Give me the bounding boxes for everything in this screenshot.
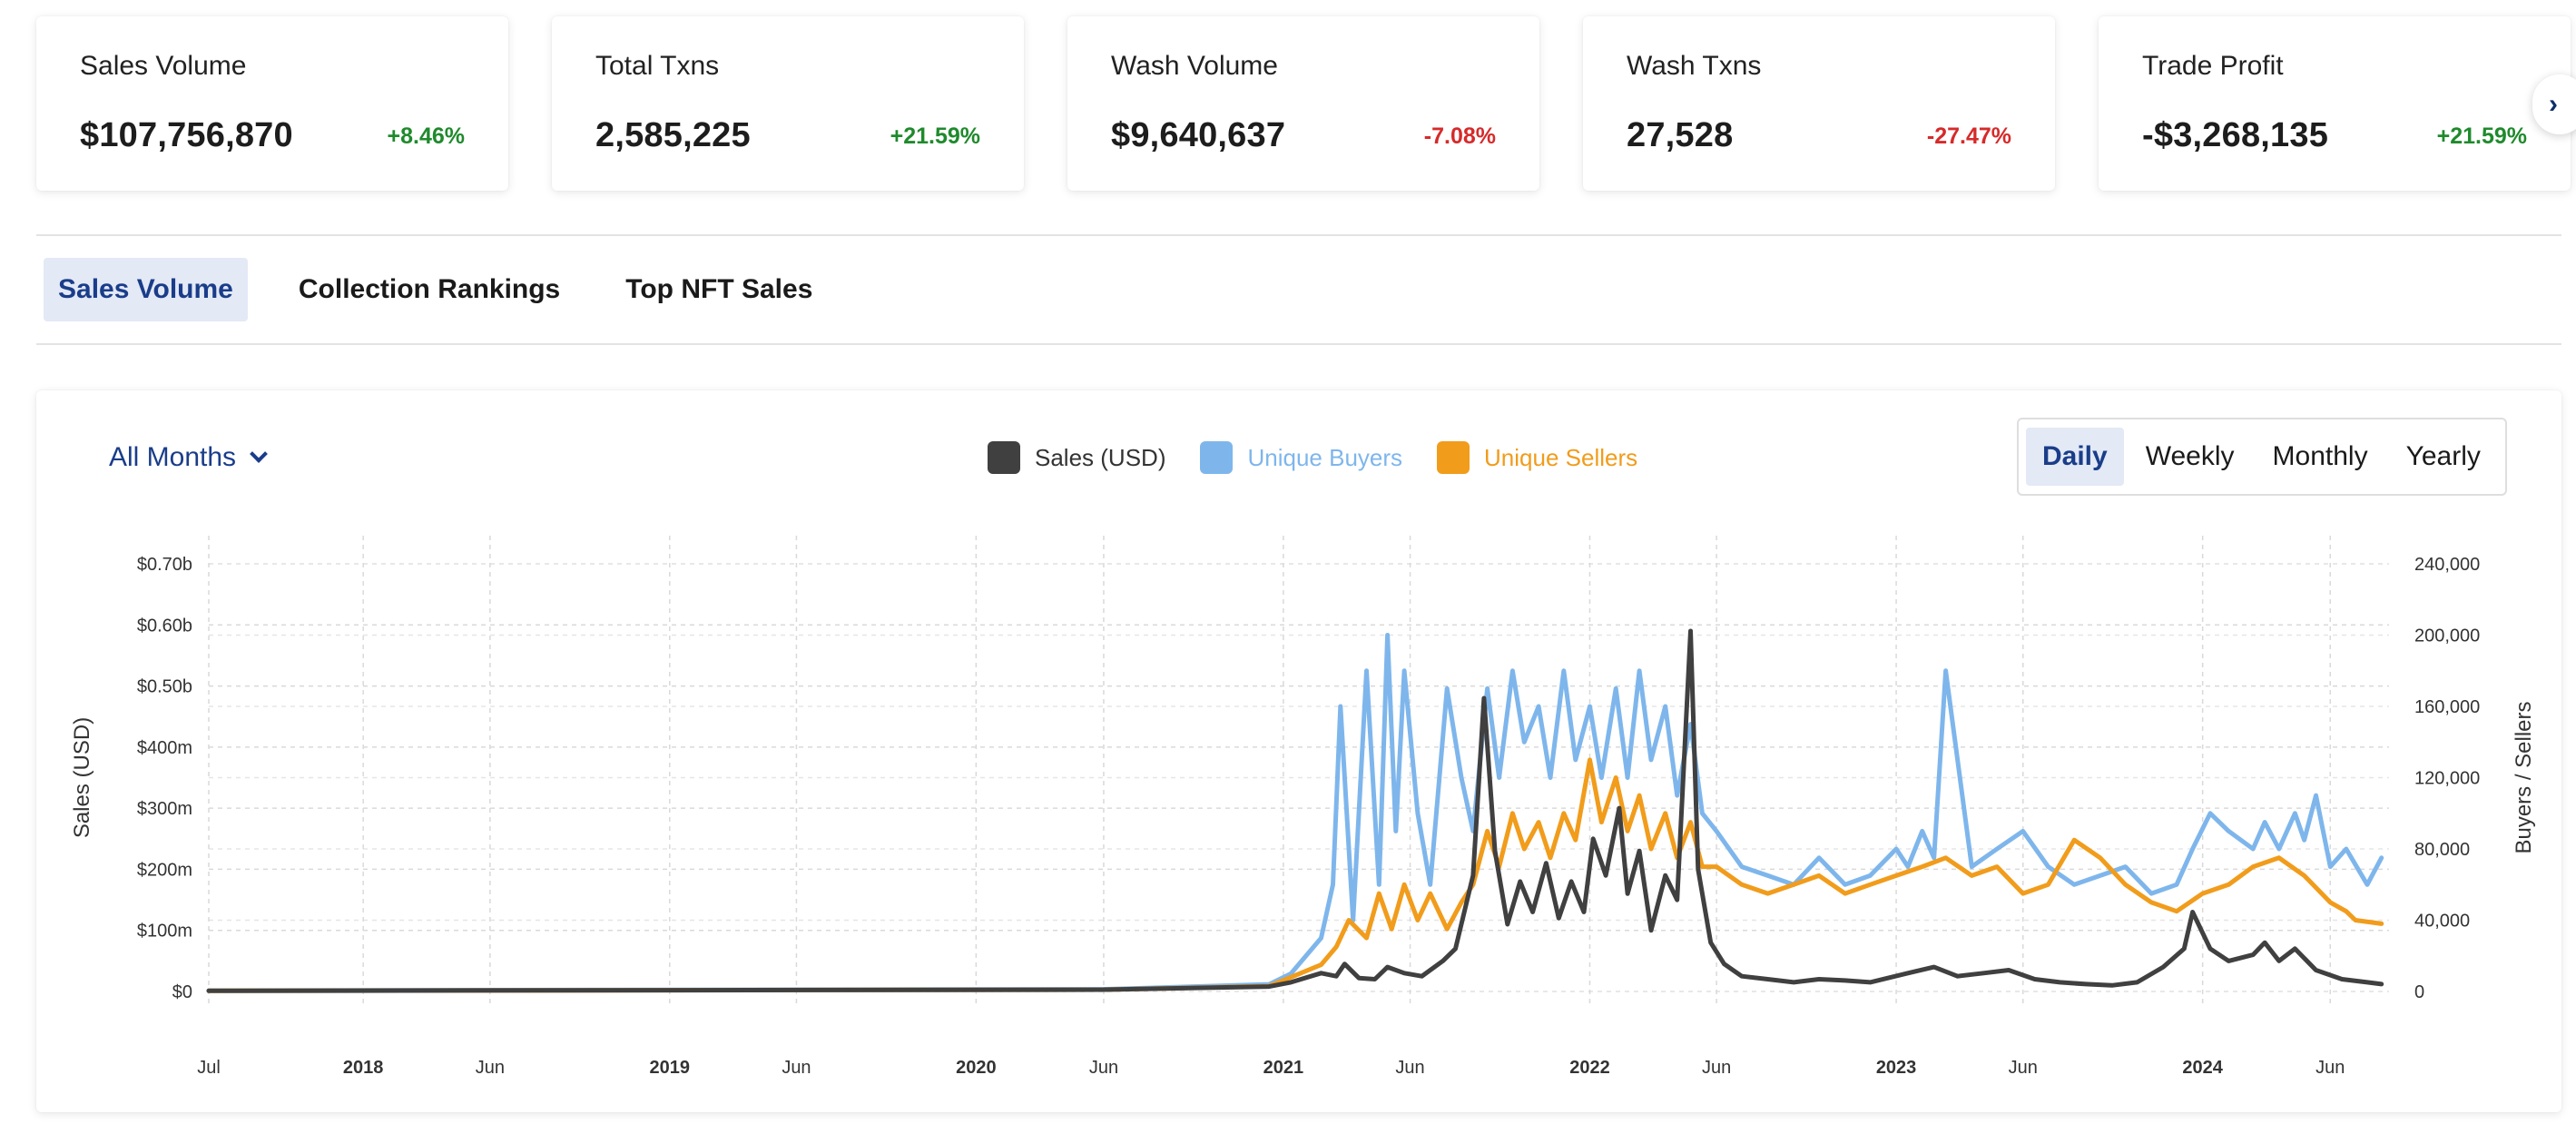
y2-tick-label: 0	[2414, 982, 2424, 1002]
stat-change: +21.59%	[2436, 123, 2527, 149]
legend-label-sellers: Unique Sellers	[1484, 443, 1638, 471]
y-tick-label: $200m	[137, 860, 192, 880]
stat-change: +21.59%	[890, 123, 980, 149]
x-tick-label: Jun	[1395, 1058, 1424, 1078]
stat-value: $107,756,870	[80, 116, 293, 154]
period-monthly-button[interactable]: Monthly	[2272, 441, 2368, 471]
stat-title: Wash Volume	[1111, 51, 1278, 81]
y-tick-label: $0.70b	[137, 555, 192, 575]
x-tick-label: Jun	[2315, 1058, 2345, 1078]
x-tick-label: 2020	[956, 1058, 997, 1078]
period-toggle: Daily Weekly Monthly Yearly	[2017, 418, 2507, 496]
x-tick-label: 2024	[2182, 1058, 2223, 1078]
month-filter-dropdown[interactable]: All Months	[109, 438, 268, 478]
x-tick-label: 2022	[1569, 1058, 1610, 1078]
tab-collection-rankings[interactable]: Collection Rankings	[298, 274, 561, 304]
y-tick-label: $100m	[137, 922, 192, 942]
y2-tick-label: 160,000	[2414, 697, 2480, 717]
stat-value: -$3,268,135	[2142, 116, 2329, 154]
sales-chart: $0 $100m $200m $300m $400m $0.50b $0.60b $0.70b…	[70, 536, 2536, 1078]
y-axis-title: Sales (USD)	[70, 717, 94, 838]
x-tick-label: Jun	[782, 1058, 811, 1078]
y2-tick-label: 200,000	[2414, 626, 2480, 646]
month-filter-label: All Months	[109, 442, 237, 472]
series-line-sales-usd	[206, 628, 2384, 993]
legend-label-sales: Sales (USD)	[1035, 443, 1166, 471]
stat-title: Sales Volume	[80, 51, 247, 81]
stat-title: Wash Txns	[1627, 51, 1762, 81]
x-tick-label: Jun	[1089, 1058, 1118, 1078]
y2-tick-label: 80,000	[2414, 840, 2470, 860]
stat-change: -7.08%	[1423, 123, 1496, 149]
chart-panel: All Months Sales (USD) Unique Buyers Uni…	[36, 390, 2561, 1112]
x-tick-label: Jul	[197, 1058, 221, 1078]
x-tick-label: 2021	[1263, 1058, 1304, 1078]
stat-card-wash-txns[interactable]: Wash Txns 27,528 -27.47%	[1583, 16, 2055, 191]
period-yearly-button[interactable]: Yearly	[2405, 441, 2481, 471]
x-tick-label: Jun	[2009, 1058, 2038, 1078]
y2-axis-title: Buyers / Sellers	[2512, 701, 2536, 853]
legend-item-buyers[interactable]: Unique Buyers	[1200, 441, 1402, 474]
tabs-top-divider	[36, 234, 2561, 236]
x-tick-label: 2023	[1876, 1058, 1917, 1078]
y-tick-label: $0.60b	[137, 616, 192, 636]
y-tick-label: $300m	[137, 799, 192, 819]
stat-change: -27.47%	[1926, 123, 2011, 149]
tabs-bottom-divider	[36, 343, 2561, 345]
stat-card-wash-volume[interactable]: Wash Volume $9,640,637 -7.08%	[1067, 16, 1539, 191]
legend-item-sales[interactable]: Sales (USD)	[988, 441, 1165, 474]
tab-sales-volume[interactable]: Sales Volume	[44, 258, 248, 321]
tab-bar: Sales Volume Collection Rankings Top NFT…	[44, 258, 863, 321]
y-tick-label: $0.50b	[137, 677, 192, 697]
legend-swatch-buyers	[1200, 441, 1234, 474]
chevron-right-icon: ›	[2549, 89, 2558, 119]
legend-label-buyers: Unique Buyers	[1247, 443, 1403, 471]
stat-value: $9,640,637	[1111, 116, 1286, 154]
x-tick-label: Jun	[476, 1058, 505, 1078]
x-tick-label: 2019	[650, 1058, 691, 1078]
x-tick-label: Jun	[1702, 1058, 1731, 1078]
x-tick-label: 2018	[343, 1058, 384, 1078]
stat-title: Trade Profit	[2142, 51, 2284, 81]
stat-value: 2,585,225	[595, 116, 751, 154]
carousel-next-button[interactable]: ›	[2532, 74, 2576, 134]
stat-change: +8.46%	[387, 123, 466, 149]
legend-item-sellers[interactable]: Unique Sellers	[1437, 441, 1637, 474]
series-line-unique-sellers	[206, 757, 2384, 993]
y2-tick-label: 40,000	[2414, 912, 2470, 932]
legend-swatch-sellers	[1437, 441, 1470, 474]
y-tick-label: $0	[172, 982, 192, 1002]
period-daily-button[interactable]: Daily	[2026, 428, 2124, 486]
legend-swatch-sales	[988, 441, 1020, 474]
y2-tick-label: 240,000	[2414, 555, 2480, 575]
tab-top-nft-sales[interactable]: Top NFT Sales	[625, 274, 813, 304]
period-weekly-button[interactable]: Weekly	[2145, 441, 2235, 471]
stat-card-total-txns[interactable]: Total Txns 2,585,225 +21.59%	[552, 16, 1024, 191]
stat-card-trade-profit[interactable]: Trade Profit -$3,268,135 +21.59%	[2099, 16, 2571, 191]
stat-value: 27,528	[1627, 116, 1734, 154]
stat-card-sales-volume[interactable]: Sales Volume $107,756,870 +8.46%	[36, 16, 508, 191]
stat-title: Total Txns	[595, 51, 720, 81]
y2-tick-label: 120,000	[2414, 769, 2480, 789]
stat-cards: Sales Volume $107,756,870 +8.46% Total T…	[36, 16, 2571, 191]
chart-legend: Sales (USD) Unique Buyers Unique Sellers	[988, 438, 1672, 478]
series-line-unique-buyers	[206, 633, 2384, 993]
y-tick-label: $400m	[137, 738, 192, 758]
